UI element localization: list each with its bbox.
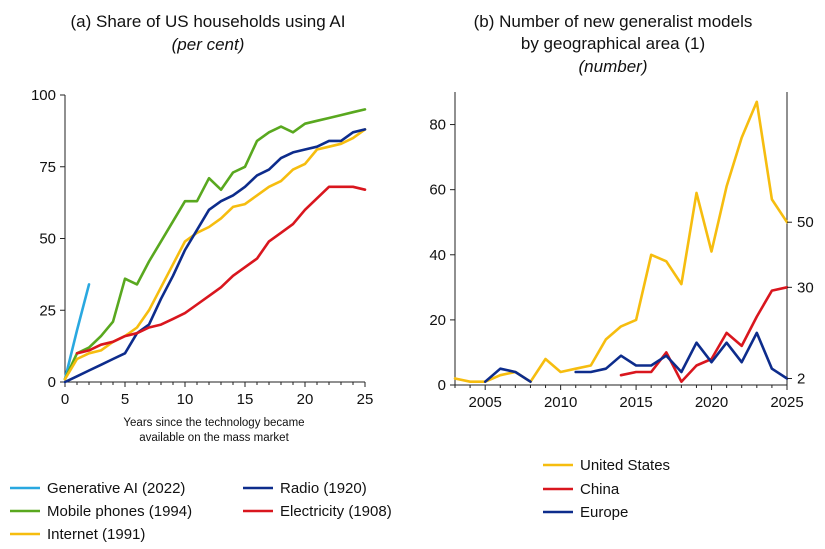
panel-a-title: (a) Share of US households using AI <box>71 12 346 31</box>
panel-b-subtitle: (number) <box>579 57 648 76</box>
x-tick-label: 5 <box>121 391 129 408</box>
series-line-mobile-phones-1994 <box>63 108 367 381</box>
panel-b: (b) Number of new generalist models by g… <box>429 12 813 411</box>
y-tick-label: 0 <box>438 377 446 394</box>
x-tick-label: 2010 <box>544 394 577 411</box>
x-tick-label: 25 <box>357 391 374 408</box>
legend-label-generative-ai-2022: Generative AI (2022) <box>47 480 185 497</box>
y-tick-label: 100 <box>31 87 56 104</box>
x-tick-label: 15 <box>237 391 254 408</box>
series-line-china <box>619 286 789 383</box>
y-tick-label: 80 <box>429 117 446 134</box>
panel-b-title-line-2: by geographical area (1) <box>521 34 705 53</box>
legend-label-electricity-1908: Electricity (1908) <box>280 503 392 520</box>
x-tick-label: 20 <box>297 391 314 408</box>
panel-a-xlabel-line-2: available on the mass market <box>139 432 289 444</box>
y-tick-label: 0 <box>48 374 56 391</box>
y-tick-label: 40 <box>429 247 446 264</box>
y-tick-label: 75 <box>39 159 56 176</box>
x-tick-label: 2020 <box>695 394 728 411</box>
y-tick-label: 25 <box>39 302 56 319</box>
end-label-europe: 2 <box>797 370 805 387</box>
y-tick-label: 50 <box>39 231 56 248</box>
x-tick-label: 2005 <box>468 394 501 411</box>
legend-label-internet-1991: Internet (1991) <box>47 526 145 543</box>
x-tick-label: 2015 <box>619 394 652 411</box>
y-tick-label: 20 <box>429 312 446 329</box>
panel-a-subtitle: (per cent) <box>172 35 245 54</box>
x-tick-label: 0 <box>61 391 69 408</box>
legend-label-europe: Europe <box>580 504 628 521</box>
legend-label-china: China <box>580 481 620 498</box>
legend-label-united-states: United States <box>580 457 670 474</box>
x-tick-label: 2025 <box>770 394 803 411</box>
panel-a-legend: Generative AI (2022) Mobile phones (1994)… <box>10 480 392 543</box>
panel-b-legend: United States China Europe <box>543 457 670 521</box>
legend-label-radio-1920: Radio (1920) <box>280 480 367 497</box>
panel-a-xlabel-line-1: Years since the technology became <box>123 417 304 429</box>
x-tick-label: 10 <box>177 391 194 408</box>
series-line-europe <box>483 331 789 383</box>
series-line-radio-1920 <box>63 128 367 384</box>
panel-a: (a) Share of US households using AI (per… <box>31 12 373 444</box>
y-tick-label: 60 <box>429 182 446 199</box>
series-line-generative-ai-2022 <box>63 283 91 381</box>
panel-b-title-line-1: (b) Number of new generalist models <box>474 12 753 31</box>
end-label-china: 30 <box>797 279 814 296</box>
series-line-electricity-1908 <box>75 185 367 355</box>
series-line-united-states <box>453 100 789 383</box>
end-label-united-states: 50 <box>797 214 814 231</box>
legend-label-mobile-phones-1994: Mobile phones (1994) <box>47 503 192 520</box>
